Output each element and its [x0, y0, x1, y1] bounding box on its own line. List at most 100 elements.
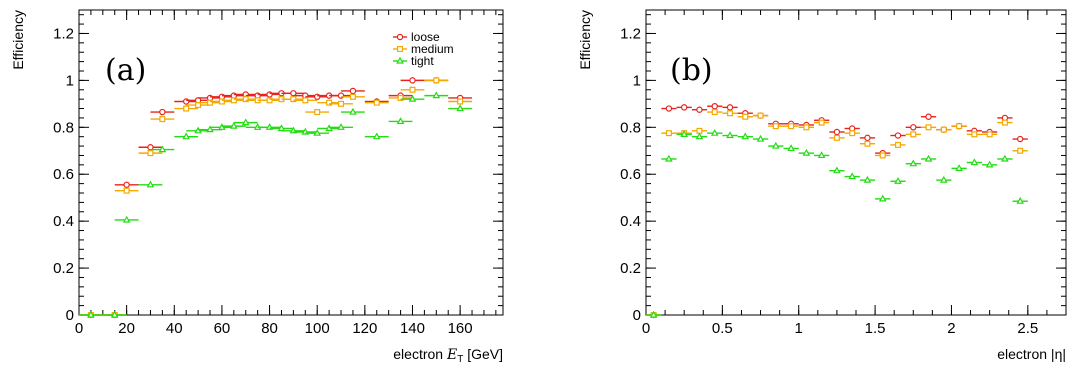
data-point-tight	[878, 194, 887, 202]
data-point-medium	[818, 119, 825, 126]
data-point-tight	[833, 166, 841, 174]
data-point-tight	[408, 94, 417, 102]
data-point-medium	[230, 97, 237, 104]
data-point-tight	[741, 132, 750, 140]
data-point-tight	[970, 158, 979, 166]
data-point-loose	[696, 106, 703, 113]
data-point-tight	[665, 154, 673, 162]
x-tick-label: 0	[642, 320, 650, 337]
y-tick-label: 1	[66, 72, 74, 89]
data-point-tight	[726, 131, 734, 139]
y-tick-label: 1.2	[620, 25, 641, 42]
data-point-tight	[955, 164, 963, 171]
legend-label-medium: medium	[411, 42, 454, 56]
y-axis-title: Efficiency	[577, 10, 593, 70]
legend-marker-loose	[396, 33, 404, 41]
x-tick-label: 2.5	[1017, 320, 1038, 337]
legend-label-tight: tight	[411, 54, 434, 68]
data-point-tight	[110, 310, 119, 318]
data-point-tight	[649, 310, 658, 318]
x-tick-label: 1.5	[865, 320, 886, 337]
data-point-tight	[277, 124, 286, 132]
data-point-medium	[711, 109, 718, 116]
data-point-medium	[788, 123, 795, 130]
data-point-medium	[326, 99, 333, 106]
data-point-loose	[711, 102, 718, 110]
data-point-medium	[665, 130, 672, 137]
data-point-medium	[986, 131, 993, 138]
x-axis-title-prefix: electron	[393, 346, 447, 362]
data-point-medium	[772, 123, 779, 130]
chart-panel-a: 0 0.2 0.4 0.6 0.8 1 1.2 0 20 40 60 80 100 120 140 160 Ef…	[10, 9, 504, 365]
data-point-tight	[349, 107, 357, 115]
data-point-medium	[242, 96, 249, 103]
data-point-medium	[1017, 147, 1024, 154]
data-point-loose	[833, 128, 841, 136]
data-point-loose	[910, 124, 917, 131]
x-tick-label: 60	[214, 320, 231, 337]
x-tick-label: 100	[305, 320, 330, 337]
x-tick-label: 120	[352, 320, 377, 337]
data-point-loose	[1016, 135, 1024, 143]
data-point-loose	[726, 104, 734, 111]
data-point-tight	[230, 121, 238, 129]
data-point-medium	[803, 124, 810, 131]
x-tick-label: 140	[400, 320, 425, 337]
data-point-medium	[433, 77, 440, 84]
x-tick-label: 0	[75, 320, 83, 337]
data-point-medium	[266, 97, 273, 104]
data-point-tight	[206, 125, 214, 133]
data-point-loose	[925, 113, 932, 120]
series-loose	[79, 77, 473, 319]
data-point-medium	[123, 187, 130, 194]
plot-frame	[78, 9, 504, 316]
data-point-loose	[123, 181, 130, 188]
data-point-medium	[879, 152, 886, 159]
data-point-tight	[432, 91, 441, 99]
data-point-medium	[742, 113, 749, 120]
data-point-medium	[940, 126, 947, 133]
data-point-medium	[864, 140, 871, 147]
y-tick-label: 0.4	[620, 213, 641, 230]
data-point-tight	[710, 128, 719, 136]
data-point-loose	[349, 87, 357, 95]
x-tick-label: 20	[118, 320, 135, 337]
y-tick-label: 1	[633, 72, 641, 89]
data-point-tight	[146, 180, 155, 188]
data-point-medium	[159, 116, 166, 123]
chart-panel-b: 0 0.2 0.4 0.6 0.8 1 1.2 0 0.5 1 1.5 2 2.5 Efficiency e…	[577, 9, 1067, 362]
legend-item-medium: medium	[393, 42, 454, 56]
data-point-tight	[1016, 196, 1025, 204]
y-tick-label: 0.2	[53, 260, 74, 277]
y-tick-label: 0.2	[620, 260, 641, 277]
data-point-tight	[456, 104, 464, 112]
data-point-tight	[924, 154, 933, 162]
data-point-medium	[726, 110, 733, 117]
x-axis-title: electron |η|	[997, 346, 1066, 362]
x-tick-label: 2	[947, 320, 955, 337]
data-point-medium	[290, 96, 297, 103]
data-point-medium	[849, 130, 856, 137]
data-point-medium	[302, 97, 309, 104]
legend-item-loose: loose	[393, 30, 440, 44]
data-point-tight	[372, 132, 381, 140]
y-tick-label: 0.6	[620, 166, 641, 183]
series-medium	[646, 109, 1028, 319]
data-point-medium	[218, 98, 225, 105]
data-point-tight	[909, 159, 918, 167]
panel-label: (b)	[670, 53, 713, 88]
data-point-tight	[894, 177, 902, 184]
data-point-loose	[894, 132, 902, 139]
data-point-tight	[848, 172, 857, 180]
legend-label-loose: loose	[411, 30, 440, 44]
y-tick-label: 0.8	[620, 119, 641, 136]
y-axis-title: Efficiency	[10, 10, 26, 70]
data-point-tight	[771, 141, 780, 149]
data-point-medium	[956, 123, 963, 130]
data-point-tight	[802, 148, 811, 156]
data-point-tight	[985, 160, 994, 168]
data-point-medium	[373, 99, 380, 106]
x-axis-title-subscript: T	[457, 354, 463, 365]
